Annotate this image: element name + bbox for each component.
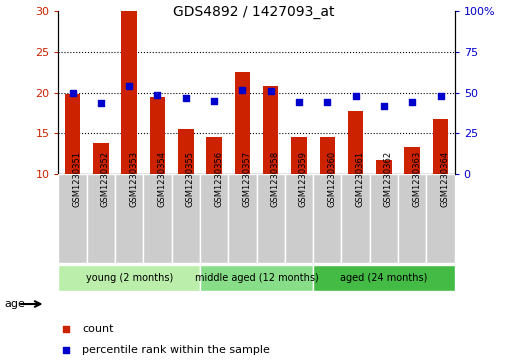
Text: GSM1230356: GSM1230356 <box>214 151 223 207</box>
Bar <box>426 174 455 263</box>
Text: aged (24 months): aged (24 months) <box>340 273 428 283</box>
Text: GDS4892 / 1427093_at: GDS4892 / 1427093_at <box>173 5 335 20</box>
Bar <box>313 174 341 263</box>
Bar <box>143 174 172 263</box>
Text: GSM1230352: GSM1230352 <box>101 151 110 207</box>
Point <box>153 92 162 98</box>
Bar <box>348 110 363 174</box>
Bar <box>87 174 115 263</box>
Bar <box>370 174 398 263</box>
Bar <box>150 97 165 174</box>
Text: middle aged (12 months): middle aged (12 months) <box>195 273 319 283</box>
Text: count: count <box>82 324 114 334</box>
Text: GSM1230359: GSM1230359 <box>299 151 308 207</box>
Text: GSM1230353: GSM1230353 <box>129 151 138 207</box>
Text: GSM1230357: GSM1230357 <box>242 151 251 207</box>
Point <box>97 100 105 106</box>
Bar <box>404 147 420 174</box>
Point <box>182 95 190 101</box>
Point <box>295 99 303 105</box>
Point <box>352 93 360 99</box>
Bar <box>257 174 285 263</box>
Bar <box>200 174 228 263</box>
Text: GSM1230364: GSM1230364 <box>440 151 450 207</box>
Text: young (2 months): young (2 months) <box>85 273 173 283</box>
Bar <box>172 174 200 263</box>
Bar <box>121 11 137 174</box>
Bar <box>263 86 278 174</box>
Text: GSM1230360: GSM1230360 <box>327 151 336 207</box>
Point <box>267 88 275 94</box>
Text: GSM1230361: GSM1230361 <box>356 151 365 207</box>
Bar <box>65 94 80 174</box>
Bar <box>58 174 87 263</box>
Bar <box>228 174 257 263</box>
Text: age: age <box>5 299 25 309</box>
Point <box>62 326 71 332</box>
Text: GSM1230354: GSM1230354 <box>157 151 167 207</box>
Text: GSM1230351: GSM1230351 <box>73 151 82 207</box>
Bar <box>285 174 313 263</box>
Bar <box>320 138 335 174</box>
Point <box>125 83 133 89</box>
Text: GSM1230358: GSM1230358 <box>271 151 280 207</box>
Point <box>380 103 388 109</box>
Text: GSM1230363: GSM1230363 <box>412 151 421 207</box>
Point <box>69 90 77 95</box>
Bar <box>206 138 222 174</box>
Bar <box>178 129 194 174</box>
Bar <box>235 72 250 174</box>
Bar <box>398 174 426 263</box>
Point <box>408 99 416 105</box>
Bar <box>58 265 200 291</box>
Bar <box>433 119 448 174</box>
Point <box>62 347 71 353</box>
Point <box>210 98 218 103</box>
Point <box>436 93 444 99</box>
Point <box>323 99 331 105</box>
Point <box>238 87 246 93</box>
Bar <box>115 174 143 263</box>
Text: GSM1230362: GSM1230362 <box>384 151 393 207</box>
Text: percentile rank within the sample: percentile rank within the sample <box>82 345 270 355</box>
Text: GSM1230355: GSM1230355 <box>186 151 195 207</box>
Bar <box>313 265 455 291</box>
Bar <box>341 174 370 263</box>
Bar <box>291 138 307 174</box>
Bar <box>200 265 313 291</box>
Bar <box>376 159 392 174</box>
Bar <box>93 143 109 174</box>
